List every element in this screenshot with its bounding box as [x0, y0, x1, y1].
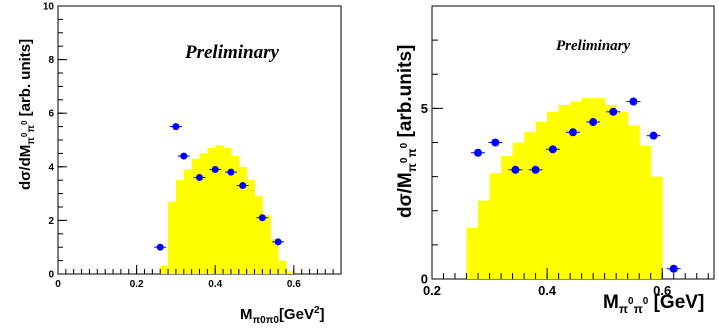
data-point: [669, 264, 678, 273]
data-point: [196, 174, 203, 182]
histogram-bar: [199, 153, 208, 274]
data-point: [156, 243, 164, 251]
left-chart: 0 0.2 0.4 0.6 0 2 4 6 8 10 Preliminary dσ/dMπ0π0 …: [17, 2, 342, 326]
histogram-bar: [650, 176, 663, 279]
histogram-bar: [547, 111, 560, 279]
histogram-bar: [191, 158, 200, 274]
histogram-bar: [262, 215, 271, 274]
histogram-bar: [570, 101, 583, 279]
y-tick-label: 8: [48, 55, 54, 66]
right-preliminary-label: Preliminary: [556, 38, 631, 54]
left-y-axis-label: dσ/dMπ0π0 [arb. units]: [17, 39, 37, 190]
y-tick-label: 0: [421, 272, 428, 287]
y-tick-label: 6: [48, 109, 54, 120]
data-point: [511, 165, 520, 174]
x-tick-label: 0.4: [208, 279, 222, 290]
x-tick-label: 0.6: [653, 283, 671, 298]
histogram-bar: [270, 239, 279, 274]
left-x-axis-label: Mπ0π0[GeV2]: [240, 305, 325, 326]
histogram-bar: [581, 98, 594, 279]
histogram-bar: [593, 98, 606, 279]
histogram-bar: [639, 145, 652, 279]
data-point: [180, 152, 188, 160]
histogram-bar: [524, 132, 537, 279]
data-point: [258, 214, 266, 222]
histogram-bar: [535, 122, 548, 280]
data-point: [239, 182, 247, 190]
data-point: [531, 165, 540, 174]
data-point: [491, 138, 500, 147]
histogram-bar: [466, 227, 479, 279]
histogram-bar: [207, 148, 216, 274]
y-tick-label: 4: [48, 162, 54, 173]
left-axis-ticks: 0 0.2 0.4 0.6 0 2 4 6 8 10: [43, 2, 342, 290]
histogram-bar: [278, 260, 287, 274]
histogram-bar: [230, 156, 240, 274]
x-tick-label: 0.2: [423, 283, 441, 298]
right-axis-ticks: 0.2 0.4 0.6 0 5: [421, 5, 709, 298]
histogram-bar: [512, 142, 525, 279]
histogram-bar: [254, 196, 263, 274]
histogram-bar: [223, 148, 232, 274]
data-point: [474, 148, 483, 157]
right-histogram: [466, 98, 663, 280]
data-point: [629, 97, 638, 106]
data-point: [609, 107, 618, 116]
histogram-bar: [215, 145, 224, 274]
histogram-bar: [175, 180, 185, 274]
data-point: [227, 168, 235, 176]
data-point: [589, 118, 598, 127]
histogram-bar: [627, 125, 640, 279]
histogram-bar: [558, 104, 571, 280]
right-chart: 0.2 0.4 0.6 0 5 Preliminary dσ/Mπ0π0 [arb.un…: [395, 5, 715, 316]
right-x-axis-label: Mπ0π0 [GeV]: [603, 292, 704, 316]
histogram-bar: [489, 173, 502, 279]
x-tick-label: 0.6: [287, 279, 301, 290]
x-tick-label: 0: [55, 279, 61, 290]
histogram-bar: [160, 265, 169, 274]
right-data-points: [471, 97, 681, 273]
histogram-bar: [246, 180, 256, 274]
histogram-bar: [168, 201, 177, 274]
y-tick-label: 10: [43, 2, 55, 13]
data-point: [649, 131, 658, 140]
histogram-bar: [478, 200, 491, 279]
histogram-bar: [238, 166, 248, 274]
data-point: [274, 238, 282, 246]
histogram-bar: [183, 169, 193, 274]
left-data-points: [154, 123, 285, 251]
histogram-bar: [285, 271, 295, 274]
right-y-axis-label: dσ/Mπ0π0 [arb.units]: [395, 45, 419, 218]
left-preliminary-label: Preliminary: [184, 42, 280, 63]
x-tick-label: 0.2: [130, 279, 144, 290]
histogram-bar: [501, 156, 514, 279]
data-point: [569, 128, 577, 137]
y-tick-label: 2: [48, 216, 54, 227]
data-point: [172, 123, 180, 131]
histogram-bar: [604, 104, 617, 280]
y-tick-label: 0: [48, 270, 54, 281]
data-point: [211, 165, 219, 173]
y-tick-label: 5: [421, 101, 428, 116]
histogram-bar: [616, 111, 629, 279]
left-histogram: [160, 145, 295, 274]
data-point: [548, 145, 557, 154]
x-tick-label: 0.4: [538, 283, 557, 298]
